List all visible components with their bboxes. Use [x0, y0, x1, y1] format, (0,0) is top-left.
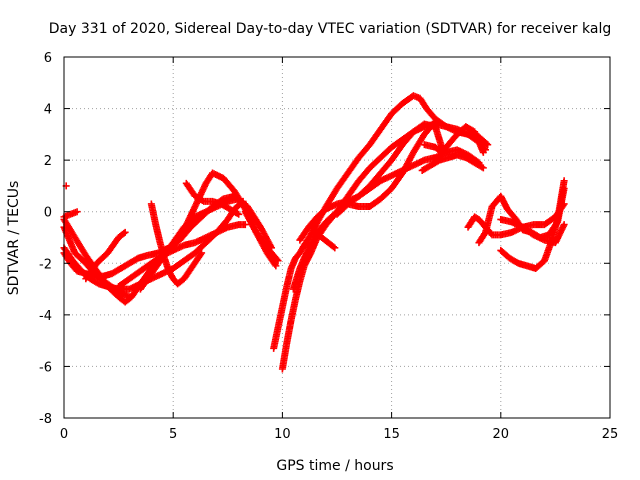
x-tick-label: 5 [169, 427, 177, 442]
data-point [198, 197, 206, 205]
data-point [478, 163, 486, 171]
y-axis-title: SDTVAR / TECUs [6, 181, 22, 296]
data-point [126, 293, 134, 301]
data-point [241, 221, 249, 229]
data-point [431, 117, 439, 125]
y-tick-label: -8 [39, 412, 52, 427]
data-track [420, 123, 487, 156]
data-point [233, 209, 241, 217]
data-track [82, 228, 129, 283]
data-point [73, 208, 81, 216]
data-point [271, 260, 279, 268]
data-track [60, 223, 134, 301]
plot-frame [63, 56, 611, 419]
data-track [147, 200, 206, 288]
y-tick-label: 0 [44, 206, 52, 221]
y-tick-label: -4 [39, 309, 52, 324]
y-tick-label: -2 [39, 257, 52, 272]
y-tick-label: 6 [44, 51, 52, 66]
data-track [296, 120, 446, 244]
data-point [482, 140, 490, 148]
data-track [311, 228, 339, 252]
y-tick-label: 4 [44, 103, 52, 118]
data-point [481, 230, 489, 238]
data-track [333, 117, 439, 218]
data-point [272, 262, 280, 270]
data-point [560, 221, 568, 229]
data-point [274, 257, 282, 265]
x-tick-label: 25 [602, 427, 619, 442]
data-point [560, 177, 568, 185]
data-point [235, 195, 243, 203]
data-point [120, 229, 128, 237]
data-track [182, 179, 243, 218]
chart-title: Day 331 of 2020, Sidereal Day-to-day VTE… [49, 21, 611, 37]
data-points [60, 92, 568, 373]
axis-ticks: 0 5 10 15 20 25 -8 -6 -4 -2 0 2 4 6 [39, 51, 618, 442]
data-point [484, 141, 492, 149]
data-track [497, 215, 568, 247]
x-axis-title: GPS time / hours [276, 458, 393, 474]
data-point [479, 164, 487, 172]
data-point [235, 210, 243, 218]
data-point [273, 255, 281, 263]
x-tick-label: 15 [383, 427, 400, 442]
data-point [197, 250, 205, 258]
data-point [430, 119, 438, 127]
x-tick-label: 0 [60, 427, 68, 442]
x-tick-label: 20 [493, 427, 510, 442]
y-tick-label: 2 [44, 154, 52, 169]
data-track [241, 208, 282, 265]
y-tick-label: -6 [39, 360, 52, 375]
data-point [330, 243, 338, 251]
data-track [418, 151, 487, 174]
data-point [331, 244, 339, 252]
data-point [121, 228, 129, 236]
x-tick-label: 10 [274, 427, 291, 442]
data-point [198, 249, 206, 257]
data-point [479, 148, 487, 156]
